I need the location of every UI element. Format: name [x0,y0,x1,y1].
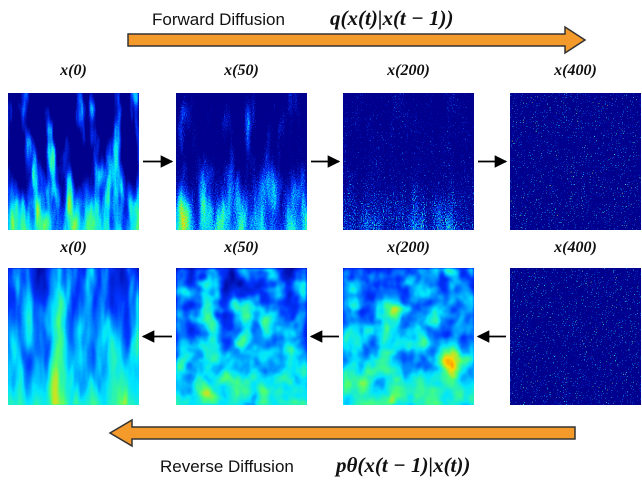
step-label: x(0) [59,239,87,256]
spectrogram [176,93,307,230]
reverse-label: Reverse Diffusion [160,457,294,476]
step-label: x(200) [386,239,430,256]
spectrogram [510,93,641,230]
spectrogram [8,268,139,405]
reverse-formula: pθ(x(t − 1)|x(t)) [334,453,470,477]
forward-arrow [127,25,587,55]
spectrogram [8,93,139,230]
spectrogram [176,268,307,405]
forward-formula: q(x(t)|x(t − 1)) [330,6,453,30]
panels: x(0) x(50) x(200) x(400) x(0) x(50) x(200) x(40… [8,62,641,405]
step-label: x(50) [223,239,259,256]
spectrogram [510,268,641,405]
step-label: x(0) [59,62,87,79]
step-label: x(200) [386,62,430,79]
step-label: x(50) [223,62,259,79]
spectrogram [343,268,474,405]
step-label: x(400) [553,239,597,256]
reverse-arrow [108,418,576,448]
forward-label: Forward Diffusion [152,10,285,29]
spectrogram [343,93,474,230]
step-label: x(400) [553,62,597,79]
